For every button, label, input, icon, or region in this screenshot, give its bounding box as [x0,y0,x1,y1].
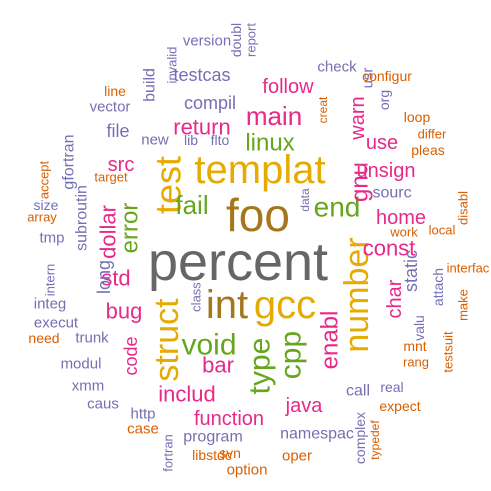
word-dollar: dollar [96,205,121,259]
word-file: file [106,121,129,141]
word-namespac: namespac [280,426,354,443]
word-real: real [380,379,403,395]
word-attach: attach [430,268,446,306]
word-cpp: cpp [275,331,308,379]
word-includ: includ [158,382,215,407]
word-tmp: tmp [39,230,64,247]
word-call: call [346,383,370,400]
word-line: line [104,83,126,99]
word-fail: fail [175,190,208,220]
word-doubl: doubl [228,23,244,57]
word-complex: complex [352,412,368,464]
word-testcas: testcas [173,65,230,85]
word-function: function [194,408,264,430]
word-disabl: disabl [456,191,471,225]
word-local: local [429,223,456,238]
word-integ: integ [34,296,67,313]
word-new: new [141,132,169,149]
word-struct: struct [148,298,186,382]
word-case: case [127,421,159,438]
word-main: main [246,101,302,131]
word-static: static [401,250,421,292]
word-code: code [121,336,141,375]
word-java: java [285,395,324,417]
word-make: make [456,289,471,321]
word-bug: bug [106,299,143,324]
word-creat: creat [316,96,330,123]
word-intern: intern [43,264,58,297]
word-error: error [117,203,144,254]
word-enabl: enabl [317,311,344,370]
word-long: long [94,260,114,294]
word-fortran: fortran [161,434,176,472]
word-expect: expect [379,398,420,414]
word-differ: differ [418,127,447,142]
word-subroutin: subroutin [74,185,91,251]
word-linux: linux [245,130,294,157]
word-data: data [298,188,312,212]
word-caus: caus [87,396,119,413]
word-testsuit: testsuit [441,331,456,373]
word-sourc: sourc [372,185,411,202]
word-need: need [28,330,59,346]
word-xmm: xmm [72,378,105,395]
word-valu: valu [411,315,427,341]
word-trunk: trunk [75,330,109,347]
word-unsign: unsign [357,160,416,182]
word-loop: loop [404,109,431,125]
word-use: use [366,132,398,154]
word-libstdc: libstdc [192,447,232,463]
word-modul: modul [61,356,102,373]
word-type: type [244,338,277,395]
word-int: int [206,283,248,327]
word-follow: follow [262,76,314,98]
word-oper: oper [282,448,312,465]
word-accept: accept [37,160,52,199]
word-flto: flto [211,132,230,148]
word-interfac: interfac [447,261,490,276]
word-program: program [183,429,243,446]
word-array: array [27,210,57,225]
word-class: class [189,282,204,312]
word-lib: lib [184,132,198,148]
word-compil: compil [184,93,236,113]
word-check: check [317,59,357,76]
word-pleas: pleas [411,142,444,158]
word-foo: foo [226,189,290,241]
word-configur: configur [362,68,412,84]
word-rang: rang [403,355,429,370]
word-gcc: gcc [254,283,316,327]
word-gfortran: gfortran [61,134,78,189]
word-target: target [94,170,128,185]
word-build: build [142,68,159,102]
word-vector: vector [90,99,131,116]
word-bar: bar [202,353,234,378]
word-invalid: invalid [165,47,180,84]
word-execut: execut [34,315,79,332]
word-typedef: typedef [368,420,382,460]
word-mnt: mnt [403,338,426,354]
word-version: version [183,33,231,50]
word-work: work [389,225,418,240]
word-report: report [244,23,259,57]
word-option: option [227,462,268,479]
word-org: org [376,90,392,110]
